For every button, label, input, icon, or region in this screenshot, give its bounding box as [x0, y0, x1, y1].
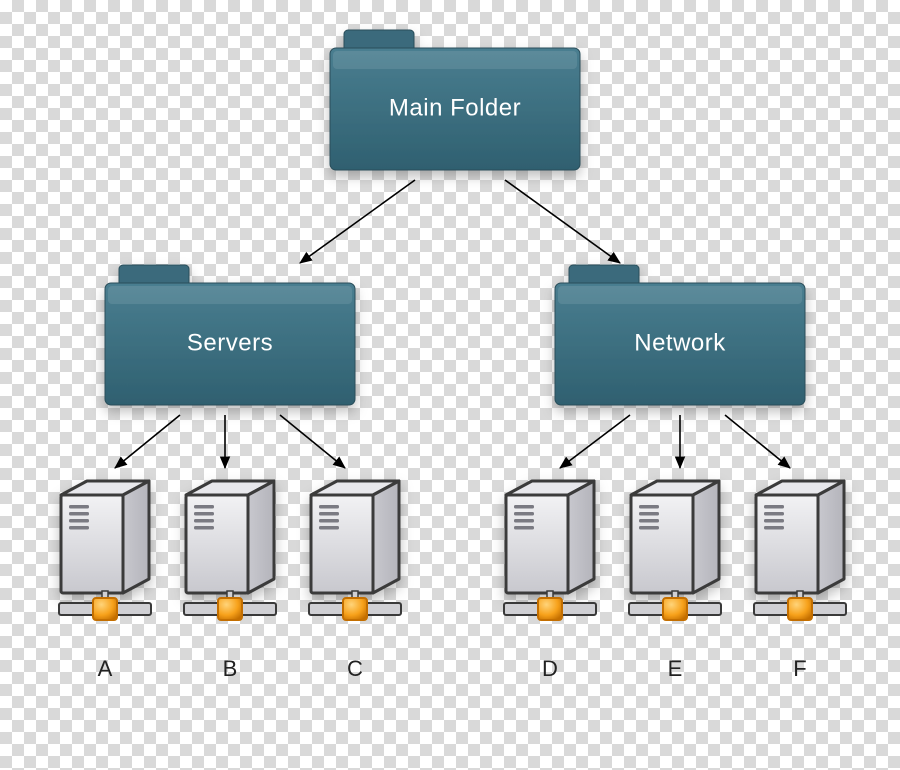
arrow — [725, 415, 790, 468]
servers-layer: A B C D E F — [59, 481, 846, 681]
diagram-stage: Main Folder Servers Network A B C D E F — [0, 0, 900, 770]
arrow — [560, 415, 630, 468]
server-label: F — [793, 656, 806, 681]
server-label: A — [98, 656, 113, 681]
folder-label: Network — [634, 329, 726, 356]
server-label: D — [542, 656, 558, 681]
folder-label: Main Folder — [389, 94, 521, 121]
arrow — [115, 415, 180, 468]
server-d: D — [504, 481, 596, 681]
folder-servers: Servers — [105, 265, 355, 405]
folder-network: Network — [555, 265, 805, 405]
arrow — [505, 180, 620, 263]
server-f: F — [754, 481, 846, 681]
folders-layer: Main Folder Servers Network — [105, 30, 805, 405]
arrow — [280, 415, 345, 468]
server-a: A — [59, 481, 151, 681]
server-label: C — [347, 656, 363, 681]
diagram-canvas: Main Folder Servers Network A B C D E F — [0, 0, 900, 770]
server-label: E — [668, 656, 683, 681]
arrow — [300, 180, 415, 263]
server-e: E — [629, 481, 721, 681]
folder-main: Main Folder — [330, 30, 580, 170]
server-label: B — [223, 656, 238, 681]
folder-label: Servers — [187, 329, 273, 356]
server-c: C — [309, 481, 401, 681]
server-b: B — [184, 481, 276, 681]
